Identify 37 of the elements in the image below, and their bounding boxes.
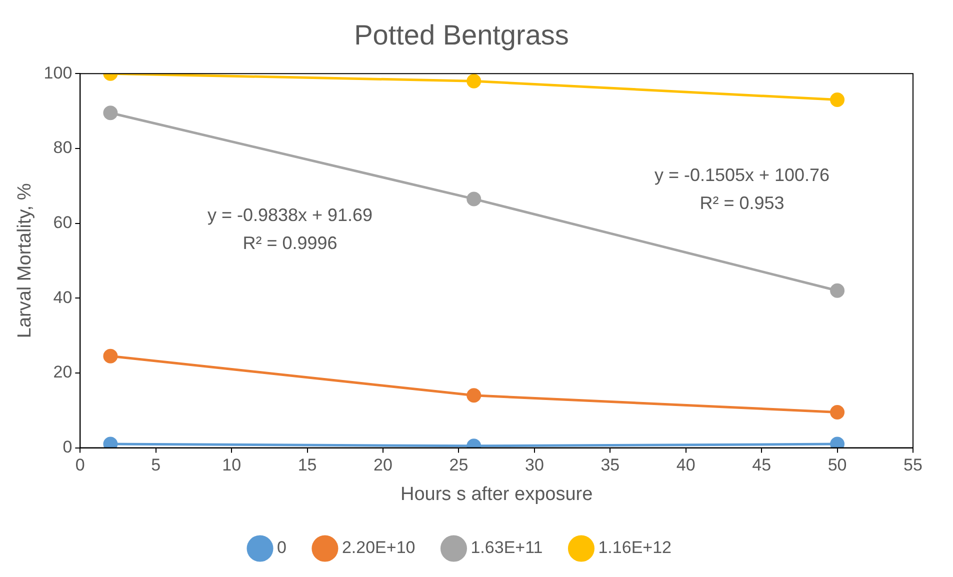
- legend-label: 2.20E+10: [342, 538, 416, 558]
- chart-title: Potted Bentgrass: [354, 20, 569, 51]
- legend-label: 1.63E+11: [470, 538, 543, 558]
- x-tick-label: 30: [524, 456, 544, 475]
- x-tick-label: 35: [600, 456, 620, 475]
- y-tick-label: 20: [53, 362, 72, 382]
- y-tick-label: 0: [62, 437, 72, 456]
- y-tick-label: 40: [53, 288, 72, 307]
- annotation: R² = 0.9996: [242, 232, 338, 253]
- point: [830, 283, 845, 298]
- x-tick-label: 45: [752, 456, 772, 475]
- point: [466, 74, 482, 88]
- y-axis-title: Larval Mortality, %: [14, 183, 36, 338]
- legend-label: 0: [277, 538, 286, 558]
- x-axis-title: Hours s after exposure: [400, 484, 593, 505]
- annotation: y = -0.9838x + 91.69: [207, 204, 373, 225]
- point: [466, 388, 482, 403]
- x-tick-label: 40: [676, 456, 696, 475]
- x-tick-label: 50: [828, 456, 847, 475]
- x-tick-label: 25: [449, 456, 468, 475]
- annotation: y = -0.1505x + 100.76: [654, 164, 830, 185]
- point: [466, 192, 482, 206]
- y-tick-label: 80: [53, 138, 72, 158]
- point: [830, 405, 845, 420]
- x-tick-label: 0: [75, 456, 85, 475]
- point: [830, 92, 845, 108]
- annotation: R² = 0.953: [700, 192, 784, 213]
- x-tick-label: 5: [151, 456, 161, 475]
- x-tick-label: 20: [374, 456, 392, 475]
- x-tick-label: 10: [222, 456, 242, 475]
- x-tick-label: 15: [298, 456, 317, 475]
- x-tick-label: 55: [904, 456, 922, 475]
- y-tick-label: 60: [53, 212, 72, 232]
- point: [103, 348, 118, 364]
- y-tick-label: 100: [44, 63, 72, 82]
- point: [103, 106, 118, 120]
- legend-label: 1.16E+12: [598, 538, 672, 558]
